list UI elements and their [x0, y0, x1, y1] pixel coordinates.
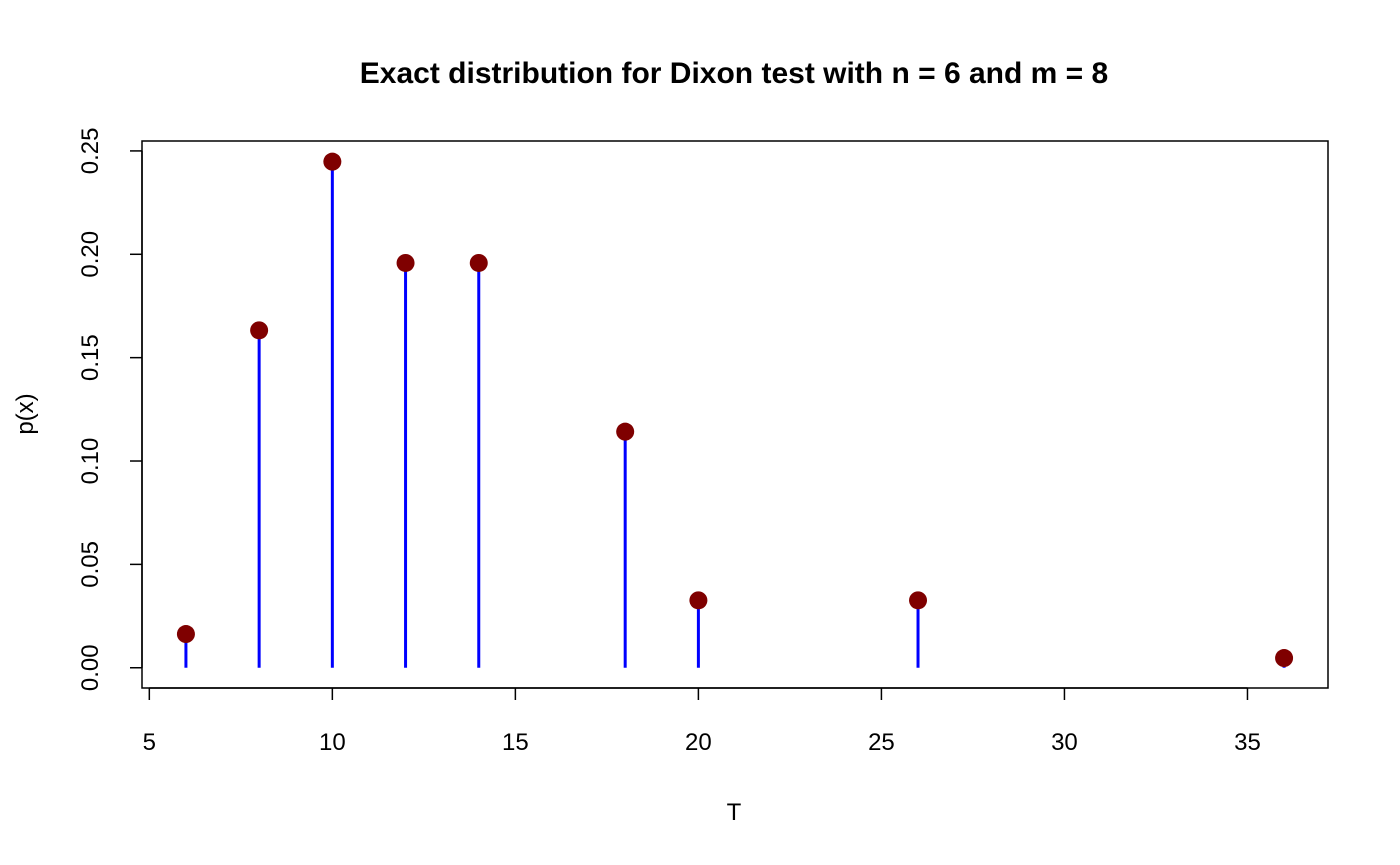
- data-point: [469, 253, 488, 272]
- x-tick-label: 25: [868, 729, 895, 756]
- x-axis: 5 10 15 20 25 30 35: [143, 687, 1261, 756]
- data-point: [1275, 649, 1294, 668]
- x-axis-label: T: [727, 799, 742, 826]
- x-tick-label: 10: [319, 729, 346, 756]
- y-tick-label: 0.20: [77, 231, 104, 278]
- x-tick-label: 30: [1051, 729, 1078, 756]
- point-series: [176, 152, 1294, 668]
- data-point: [689, 591, 708, 610]
- data-point: [250, 321, 269, 340]
- y-tick-label: 0.10: [77, 438, 104, 485]
- data-point: [323, 152, 342, 171]
- data-point: [616, 422, 635, 441]
- y-tick-label: 0.05: [77, 541, 104, 588]
- data-point: [176, 625, 195, 644]
- y-axis: 0.00 0.05 0.10 0.15 0.20 0.25: [77, 128, 143, 691]
- x-tick-label: 35: [1234, 729, 1261, 756]
- y-tick-label: 0.25: [77, 128, 104, 175]
- data-point: [396, 253, 415, 272]
- x-tick-label: 20: [685, 729, 712, 756]
- plot-frame: [141, 140, 1329, 689]
- y-tick-label: 0.15: [77, 334, 104, 381]
- data-point: [909, 591, 928, 610]
- x-tick-label: 15: [502, 729, 529, 756]
- y-tick-label: 0.00: [77, 644, 104, 691]
- spike-series: [184, 161, 1286, 668]
- y-axis-label: p(x): [12, 393, 39, 434]
- x-tick-label: 5: [143, 729, 156, 756]
- chart-title: Exact distribution for Dixon test with n…: [360, 57, 1108, 90]
